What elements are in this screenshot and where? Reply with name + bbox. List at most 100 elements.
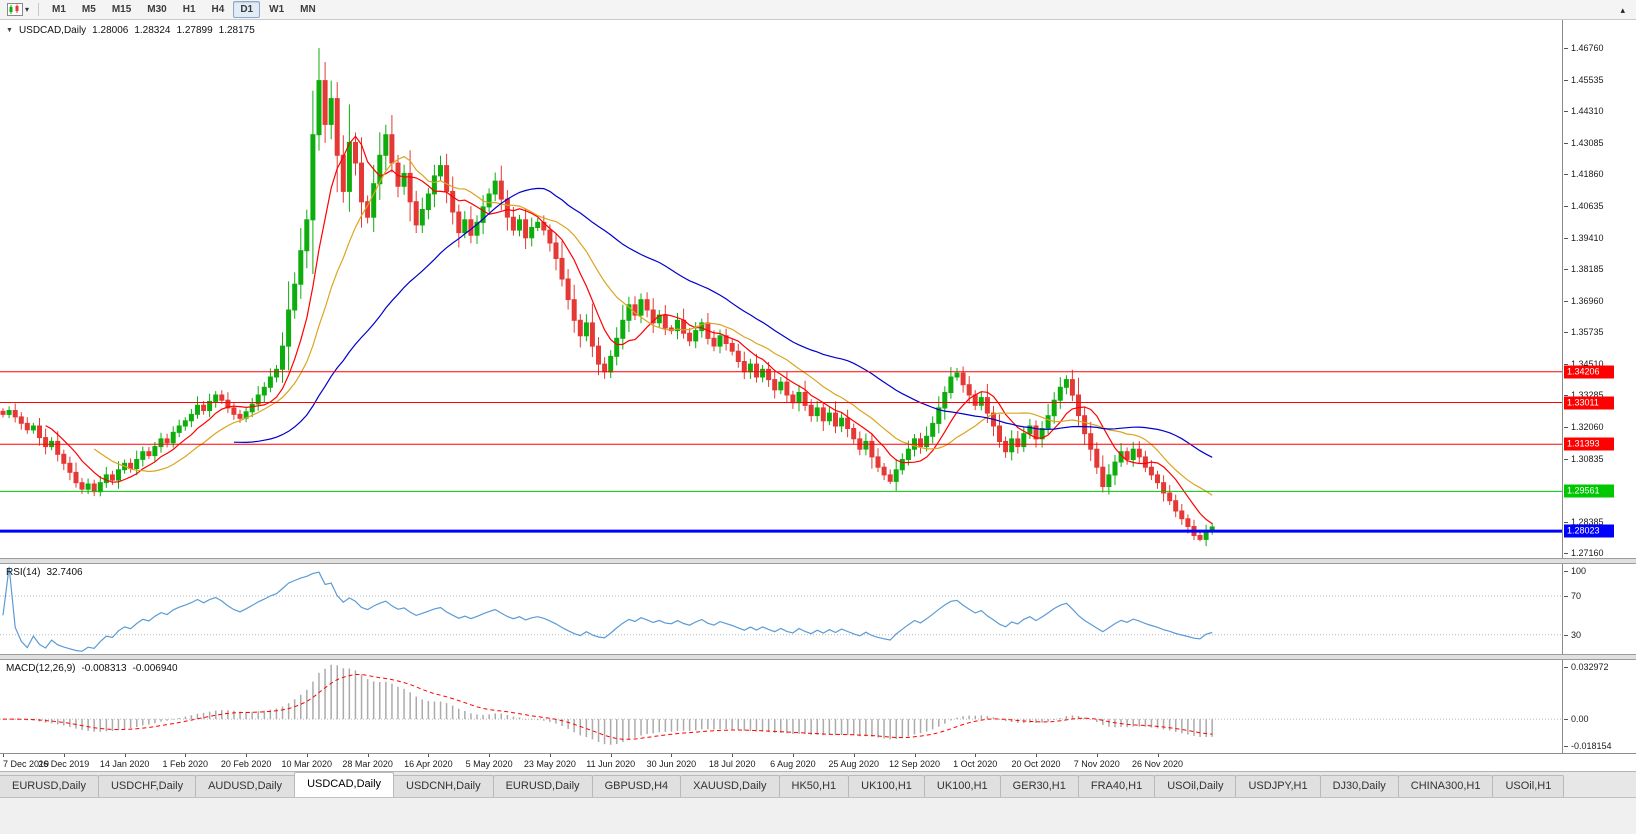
price-line-label: 1.34206 [1564, 365, 1614, 379]
time-axis-tick [732, 754, 734, 757]
chart-tab-usdcnh-daily[interactable]: USDCNH,Daily [393, 775, 494, 797]
rsi-indicator-header: RSI(14) 32.7406 [6, 567, 83, 578]
timeframe-button-w1[interactable]: W1 [269, 4, 285, 15]
axis-tick [1564, 300, 1568, 302]
axis-tick [1564, 142, 1568, 144]
axis-tick-label: 70 [1571, 590, 1582, 601]
time-axis-label: 12 Sep 2020 [888, 759, 941, 769]
timeframe-button-m5[interactable]: M5 [81, 4, 96, 15]
timeframe-button-h1[interactable]: H1 [182, 4, 196, 15]
axis-tick [1564, 571, 1568, 572]
timeframe-button-m1[interactable]: M1 [52, 4, 66, 15]
rsi-indicator-canvas[interactable] [0, 564, 1562, 656]
time-axis-tick [246, 754, 248, 757]
chart-tab-eurusd-daily[interactable]: EURUSD,Daily [492, 775, 593, 797]
time-axis-tick [367, 754, 369, 757]
price-line-label: 1.29561 [1564, 484, 1614, 498]
chart-close-value: 1.28175 [218, 25, 255, 36]
chart-tab-fra40-h1[interactable]: FRA40,H1 [1077, 775, 1156, 797]
time-axis-label: 20 Feb 2020 [220, 759, 272, 769]
chart-tab-audusd-daily[interactable]: AUDUSD,Daily [195, 775, 296, 797]
axis-tick [1564, 667, 1568, 668]
chart-tab-usdcad-daily[interactable]: USDCAD,Daily [294, 772, 395, 797]
time-axis[interactable]: 7 Dec 2019 26 Dec 2019 14 Jan 2020 1 Feb 20… [0, 753, 1636, 771]
collapse-chart-icon[interactable]: ▼ [6, 27, 13, 34]
axis-tick-label: 0.00 [1571, 714, 1589, 725]
time-axis-label: 16 Apr 2020 [404, 759, 453, 769]
time-axis-tick [185, 754, 187, 757]
chevron-down-icon[interactable]: ▾ [25, 4, 30, 14]
axis-tick [1564, 332, 1568, 334]
axis-tick [1564, 719, 1568, 721]
chart-tab-bar: EURUSD,Daily USDCHF,Daily AUDUSD,Daily USDC… [0, 771, 1636, 797]
chart-symbol-label: USDCAD,Daily [18, 25, 87, 36]
chart-tab-usoil-h1[interactable]: USOil,H1 [1492, 775, 1565, 797]
chart-tab-eurusd-daily[interactable]: EURUSD,Daily [0, 775, 99, 797]
timeframe-button-d1[interactable]: D1 [233, 1, 261, 18]
time-axis-label: 18 Jul 2020 [708, 759, 756, 769]
axis-tick [1564, 395, 1568, 397]
time-axis-label: 26 Nov 2020 [1131, 759, 1184, 769]
rsi-indicator-label: RSI(14) [6, 567, 41, 578]
timeframe-button-group: M1 M5 M15 M30 H1 H4 D1 W1 MN [44, 1, 324, 18]
time-axis-tick [610, 754, 612, 757]
axis-tick-label: 0.032972 [1571, 662, 1609, 672]
macd-indicator-header: MACD(12,26,9) -0.008313 -0.006940 [6, 663, 178, 674]
time-axis-label: 30 Jun 2020 [646, 759, 697, 769]
time-axis-label: 11 Jun 2020 [586, 759, 636, 769]
chart-tab-uk100-h1[interactable]: UK100,H1 [848, 775, 925, 797]
time-axis-tick [914, 754, 916, 757]
timeframe-button-mn[interactable]: MN [300, 4, 316, 15]
panel-separator[interactable] [0, 558, 1636, 564]
axis-tick [1564, 746, 1568, 747]
axis-tick-label: 1.44310 [1571, 106, 1604, 117]
timeframe-button-m15[interactable]: M15 [111, 4, 132, 15]
axis-tick-label: 1.46760 [1571, 43, 1604, 54]
toolbar-collapse-button[interactable]: ▴ [1612, 1, 1633, 19]
chart-tab-gbpusd-h4[interactable]: GBPUSD,H4 [591, 775, 682, 797]
axis-tick [1564, 521, 1568, 523]
panel-separator[interactable] [0, 654, 1636, 660]
chart-high-value: 1.28324 [134, 25, 171, 36]
price-axis[interactable]: 1.46760 1.45535 1.44310 1.43085 1.41860 1.406… [1562, 20, 1636, 560]
axis-tick-label: -0.018154 [1571, 741, 1612, 751]
axis-tick [1564, 458, 1568, 460]
time-axis-label: 25 Aug 2020 [828, 759, 879, 769]
time-axis-tick [1096, 754, 1098, 757]
chart-tab-dj30-daily[interactable]: DJ30,Daily [1319, 775, 1399, 797]
axis-tick-label: 1.30835 [1571, 453, 1604, 464]
axis-tick-label: 1.43085 [1571, 137, 1604, 148]
chart-tab-xauusd-daily[interactable]: XAUUSD,Daily [680, 775, 780, 797]
timeframe-button-h4[interactable]: H4 [211, 4, 225, 15]
chart-ohlc-header: ▼ USDCAD,Daily 1.28006 1.28324 1.27899 1… [6, 25, 255, 36]
candlestick-chart-icon[interactable] [7, 3, 23, 16]
time-axis-tick [1157, 754, 1159, 757]
chart-tab-usoil-daily[interactable]: USOil,Daily [1154, 775, 1237, 797]
chart-tab-usdchf-daily[interactable]: USDCHF,Daily [97, 775, 197, 797]
time-axis-tick [1036, 754, 1037, 757]
chart-open-value: 1.28006 [92, 25, 129, 36]
axis-tick-label: 1.33285 [1571, 390, 1604, 400]
axis-tick [1564, 206, 1568, 207]
chart-low-value: 1.27899 [176, 25, 213, 36]
axis-tick-label: 1.40635 [1571, 201, 1604, 211]
axis-tick-label: 1.28385 [1571, 516, 1604, 527]
chart-tab-hk50-h1[interactable]: HK50,H1 [778, 775, 850, 797]
chart-type-group[interactable]: ▾ [3, 3, 33, 16]
chart-tab-uk100-h1[interactable]: UK100,H1 [923, 775, 1001, 797]
time-axis-label: 10 Mar 2020 [281, 759, 333, 769]
axis-tick [1564, 595, 1568, 597]
axis-tick [1564, 269, 1568, 271]
macd-signal-value: -0.006940 [132, 663, 178, 674]
price-chart-canvas[interactable] [0, 20, 1562, 560]
chart-tab-ger30-h1[interactable]: GER30,H1 [999, 775, 1079, 797]
axis-tick [1564, 237, 1568, 239]
axis-tick [1564, 427, 1568, 428]
time-axis-label: 1 Feb 2020 [162, 759, 209, 769]
time-axis-label: 5 May 2020 [465, 759, 513, 769]
timeframe-button-m30[interactable]: M30 [147, 4, 167, 15]
chart-tab-china300-h1[interactable]: CHINA300,H1 [1397, 775, 1494, 797]
time-axis-label: 20 Oct 2020 [1011, 759, 1061, 769]
chart-tab-usdjpy-h1[interactable]: USDJPY,H1 [1235, 775, 1321, 797]
macd-indicator-canvas[interactable] [0, 660, 1562, 753]
